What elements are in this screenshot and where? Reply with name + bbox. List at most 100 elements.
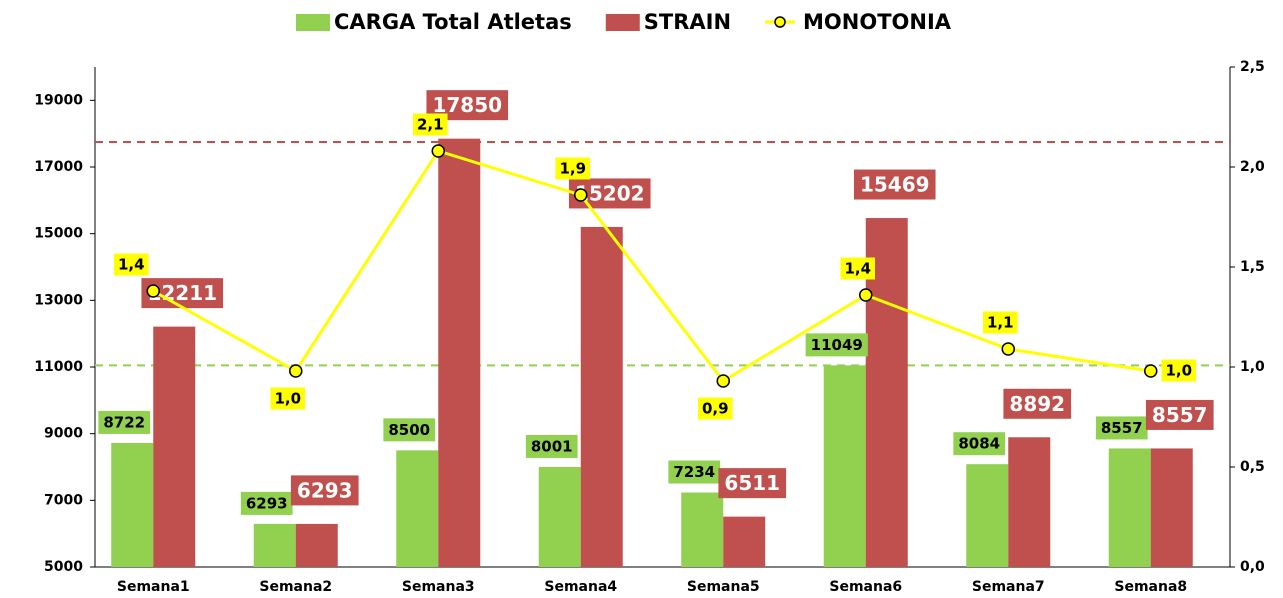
data-label-box	[953, 432, 1006, 456]
bar	[253, 523, 296, 567]
legend-swatch	[296, 14, 330, 31]
y2-tick-label: 1,5	[1240, 259, 1265, 275]
data-label: 6293	[297, 478, 353, 502]
line-label-group: 1,4	[840, 257, 876, 280]
line-label: 0,9	[702, 400, 729, 418]
x-tick-label: Semana6	[829, 579, 902, 595]
bar	[295, 523, 338, 567]
data-label: 8722	[103, 413, 145, 431]
line-point	[289, 364, 303, 378]
data-label-group: 8557	[1145, 399, 1214, 430]
x-tick-label: Semana7	[972, 579, 1045, 595]
bar	[1150, 448, 1193, 567]
x-tick-label: Semana1	[117, 579, 190, 595]
x-tick-label: Semana2	[259, 579, 332, 595]
data-label-group: 6511	[718, 468, 787, 499]
y-tick-label: 5000	[44, 559, 83, 575]
line-label: 1,4	[844, 260, 871, 278]
line-label-box	[840, 257, 876, 280]
line-point	[1144, 364, 1158, 378]
line-label: 1,9	[559, 160, 586, 178]
y-tick-label: 15000	[34, 226, 83, 242]
line-label-box	[697, 397, 733, 420]
line	[152, 149, 1151, 383]
data-label-group: 6293	[290, 475, 359, 506]
data-label: 6511	[724, 471, 780, 495]
line-label-group: 1,9	[555, 157, 591, 180]
data-label: 8084	[958, 435, 1000, 453]
data-label: 8001	[531, 437, 573, 455]
line-label: 2,1	[417, 116, 444, 134]
data-label-box	[525, 434, 578, 458]
y2-tick-label: 0,5	[1240, 459, 1265, 475]
legend-marker	[774, 16, 786, 28]
line-label-group: 1,0	[270, 387, 306, 410]
line-point	[716, 374, 730, 388]
x-tick-label: Semana5	[687, 579, 760, 595]
bar	[1008, 437, 1051, 567]
line-label-box	[555, 157, 591, 180]
line-label-group: 1,1	[982, 311, 1018, 334]
data-label-box	[383, 418, 436, 442]
data-label-box	[1095, 416, 1148, 440]
data-label-box	[853, 169, 936, 200]
x-tick-label: Semana8	[1114, 579, 1187, 595]
line-label: 1,4	[118, 256, 145, 274]
data-label: 7234	[673, 463, 715, 481]
data-label-box	[805, 333, 868, 357]
line-label-box	[1161, 359, 1197, 382]
bar	[111, 442, 154, 567]
line-label-box	[982, 311, 1018, 334]
data-label: 17850	[432, 93, 502, 117]
bar	[681, 492, 724, 567]
y-tick-label: 17000	[34, 159, 83, 175]
bar	[723, 516, 766, 567]
data-label-box	[718, 468, 787, 499]
legend-swatch	[605, 14, 640, 31]
data-label: 15469	[860, 173, 930, 197]
line-label-box	[113, 253, 149, 276]
bar	[823, 365, 866, 567]
data-label: 8557	[1152, 403, 1208, 427]
legend-label: STRAIN	[644, 10, 731, 34]
y2-tick-label: 2,0	[1240, 159, 1265, 175]
legend-label: MONOTONIA	[803, 10, 952, 34]
data-label-group: 11049	[805, 333, 868, 357]
bar	[396, 450, 439, 567]
data-label-group: 8500	[383, 418, 436, 442]
y-tick-label: 13000	[34, 292, 83, 308]
data-label: 6293	[246, 494, 288, 512]
y2-tick-label: 2,5	[1240, 59, 1265, 75]
line-label: 1,0	[274, 390, 301, 408]
bar	[1108, 448, 1151, 567]
bar	[966, 464, 1009, 567]
data-label-box	[668, 460, 721, 484]
line-label: 1,1	[987, 314, 1014, 332]
data-label-group: 8001	[525, 434, 578, 458]
line-label-group: 1,4	[113, 253, 149, 276]
data-label-box	[290, 475, 359, 506]
data-label-group: 8892	[1003, 388, 1072, 419]
line-point	[146, 284, 160, 298]
x-tick-label: Semana3	[402, 579, 475, 595]
data-label-group: 8084	[953, 432, 1006, 456]
line-label-group: 2,1	[412, 113, 448, 136]
bar	[580, 226, 623, 567]
data-label: 8557	[1101, 419, 1143, 437]
y2-tick-label: 1,0	[1240, 359, 1265, 375]
data-label: 8892	[1009, 392, 1065, 416]
y-tick-label: 19000	[34, 92, 83, 108]
bar	[538, 466, 581, 567]
data-label-box	[240, 491, 293, 515]
line-label: 1,0	[1165, 362, 1192, 380]
bar	[153, 326, 196, 567]
y-tick-label: 7000	[44, 492, 83, 508]
data-label-box	[1003, 388, 1072, 419]
line-label-group: 1,0	[1161, 359, 1197, 382]
line-label-box	[270, 387, 306, 410]
data-label-box	[1145, 399, 1214, 430]
x-tick-label: Semana4	[544, 579, 617, 595]
data-label-group: 8722	[98, 410, 151, 434]
